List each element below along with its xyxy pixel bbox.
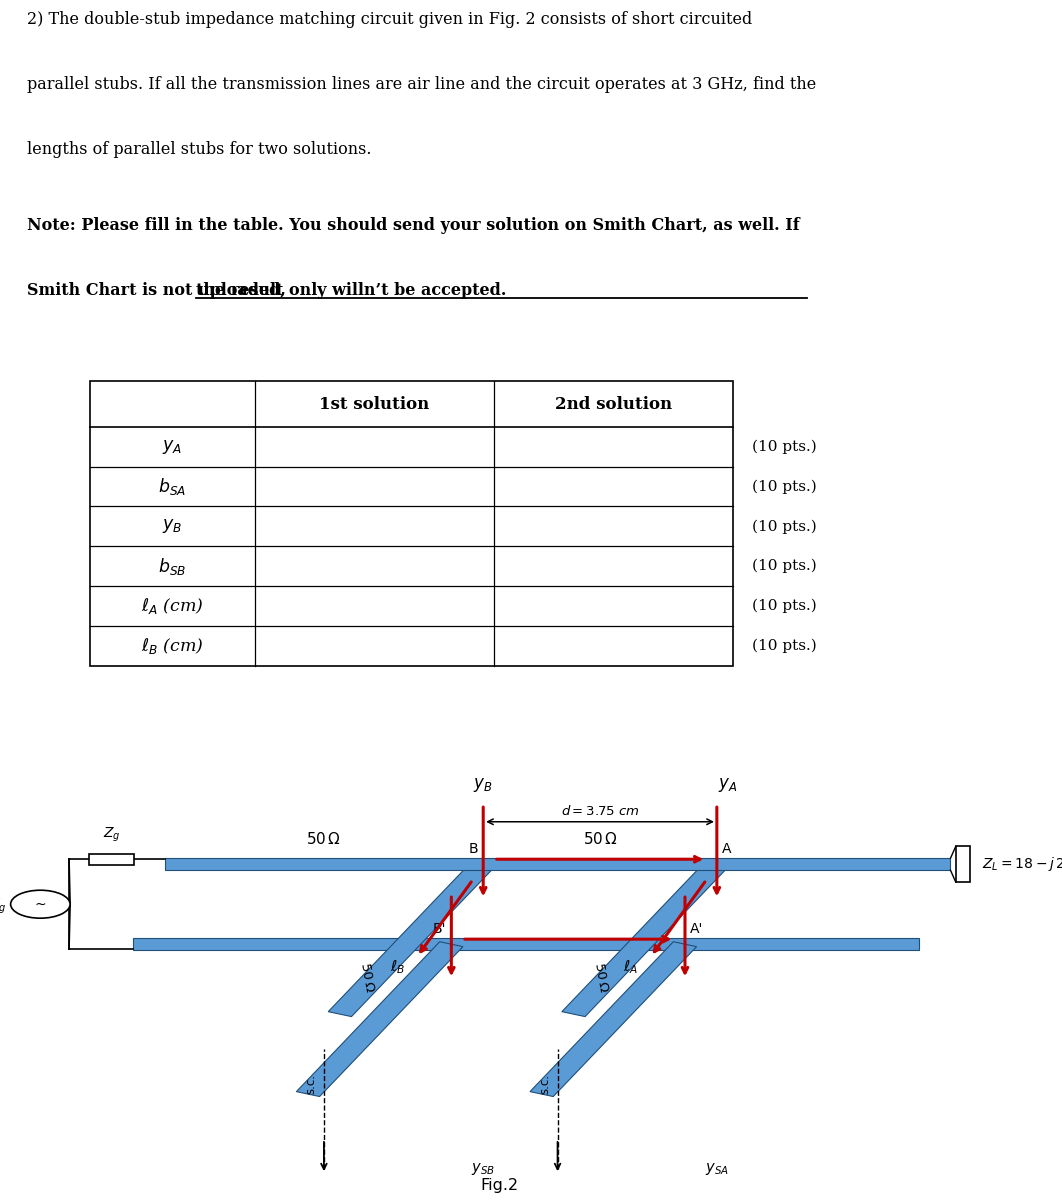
- Text: $\tilde{V}_g$: $\tilde{V}_g$: [0, 893, 6, 915]
- Polygon shape: [328, 862, 495, 1016]
- Text: (10 pts.): (10 pts.): [752, 519, 817, 533]
- Text: parallel stubs. If all the transmission lines are air line and the circuit opera: parallel stubs. If all the transmission …: [27, 76, 816, 93]
- Text: (10 pts.): (10 pts.): [752, 559, 817, 573]
- Text: B': B': [432, 922, 446, 936]
- Text: (10 pts.): (10 pts.): [752, 479, 817, 494]
- Text: (10 pts.): (10 pts.): [752, 439, 817, 454]
- Text: 1st solution: 1st solution: [320, 396, 429, 413]
- Text: 2nd solution: 2nd solution: [554, 396, 672, 413]
- Text: $y_A$: $y_A$: [162, 438, 183, 456]
- Text: $\ell_B$ (cm): $\ell_B$ (cm): [141, 636, 204, 656]
- Text: $50\,\Omega$: $50\,\Omega$: [307, 831, 341, 846]
- Text: s.c.: s.c.: [305, 1074, 318, 1094]
- Text: A: A: [722, 842, 732, 856]
- Text: B: B: [468, 842, 478, 856]
- Text: $y_{SA}$: $y_{SA}$: [705, 1161, 729, 1176]
- Bar: [956, 846, 970, 883]
- Text: $d=3.75\ cm$: $d=3.75\ cm$: [561, 804, 639, 818]
- Text: $50\,\Omega$: $50\,\Omega$: [583, 831, 617, 846]
- Polygon shape: [296, 942, 463, 1097]
- Text: ~: ~: [35, 897, 46, 911]
- Text: 2) The double-stub impedance matching circuit given in Fig. 2 consists of short : 2) The double-stub impedance matching ci…: [27, 11, 752, 28]
- Bar: [89, 854, 134, 864]
- Text: the result only willn’t be accepted.: the result only willn’t be accepted.: [196, 282, 507, 299]
- Bar: [90, 382, 733, 666]
- Text: $y_{SB}$: $y_{SB}$: [472, 1161, 495, 1176]
- Text: $\ell_B$: $\ell_B$: [390, 958, 405, 975]
- Text: $Z_L=18 - j\,28\,\Omega$: $Z_L=18 - j\,28\,\Omega$: [982, 855, 1062, 873]
- Text: (10 pts.): (10 pts.): [752, 598, 817, 613]
- Polygon shape: [133, 938, 919, 950]
- Text: Note: Please fill in the table. You should send your solution on Smith Chart, as: Note: Please fill in the table. You shou…: [27, 217, 800, 234]
- Text: $y_B$: $y_B$: [474, 777, 493, 795]
- Text: $Z_g$: $Z_g$: [103, 826, 120, 844]
- Polygon shape: [530, 942, 697, 1097]
- Text: lengths of parallel stubs for two solutions.: lengths of parallel stubs for two soluti…: [27, 141, 371, 158]
- Text: $\ell_A$: $\ell_A$: [623, 958, 638, 975]
- Text: $b_{SB}$: $b_{SB}$: [158, 556, 187, 577]
- Text: $50\,\Omega$: $50\,\Omega$: [592, 961, 610, 993]
- Text: A': A': [690, 922, 704, 936]
- Text: $\ell_A$ (cm): $\ell_A$ (cm): [141, 596, 204, 616]
- Polygon shape: [562, 862, 729, 1016]
- Circle shape: [11, 890, 70, 919]
- Text: Smith Chart is not uploaded,: Smith Chart is not uploaded,: [27, 282, 291, 299]
- Polygon shape: [165, 858, 950, 870]
- Text: $y_B$: $y_B$: [162, 518, 183, 536]
- Text: $b_{SA}$: $b_{SA}$: [158, 476, 187, 497]
- Text: $50\,\Omega$: $50\,\Omega$: [358, 961, 376, 993]
- Text: s.c.: s.c.: [538, 1074, 551, 1094]
- Text: $y_A$: $y_A$: [718, 777, 737, 795]
- Text: Fig.2: Fig.2: [480, 1178, 518, 1193]
- Text: (10 pts.): (10 pts.): [752, 638, 817, 653]
